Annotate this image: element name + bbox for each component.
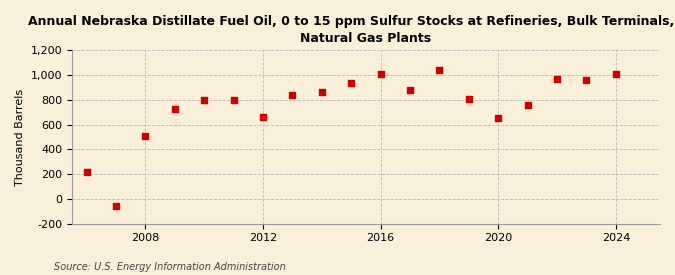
Point — [111, 204, 122, 209]
Point — [228, 98, 239, 102]
Title: Annual Nebraska Distillate Fuel Oil, 0 to 15 ppm Sulfur Stocks at Refineries, Bu: Annual Nebraska Distillate Fuel Oil, 0 t… — [28, 15, 675, 45]
Point — [258, 115, 269, 119]
Point — [199, 98, 210, 102]
Point — [375, 72, 386, 77]
Point — [346, 80, 356, 85]
Point — [140, 134, 151, 138]
Text: Source: U.S. Energy Information Administration: Source: U.S. Energy Information Administ… — [54, 262, 286, 272]
Point — [551, 77, 562, 82]
Point — [317, 90, 327, 95]
Point — [287, 93, 298, 97]
Point — [610, 72, 621, 77]
Point — [81, 170, 92, 174]
Point — [169, 106, 180, 111]
Point — [581, 78, 592, 82]
Point — [404, 88, 415, 92]
Y-axis label: Thousand Barrels: Thousand Barrels — [15, 89, 25, 186]
Point — [493, 116, 504, 121]
Point — [522, 103, 533, 107]
Point — [464, 97, 475, 101]
Point — [434, 68, 445, 72]
